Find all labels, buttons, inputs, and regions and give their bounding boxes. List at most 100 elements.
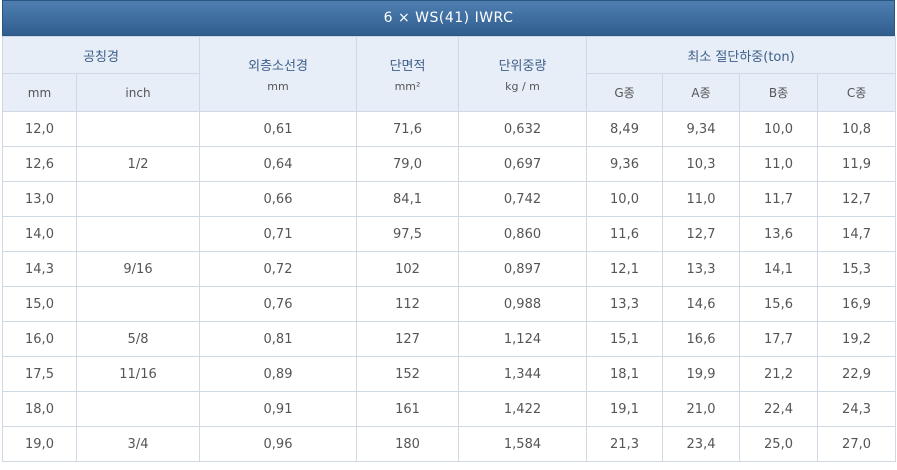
mm-cell: 14,0 (2, 216, 77, 252)
outer-wire-dia-label: 외층소선경 (248, 59, 308, 74)
grade-b-cell: 14,1 (739, 251, 819, 287)
grade-b-cell: 22,4 (739, 391, 819, 427)
grade-c-cell: 12,7 (817, 181, 897, 217)
weight-cell: 0,632 (458, 111, 588, 147)
grade-b-cell: 21,2 (739, 356, 819, 392)
table-row: 15,0 0,76 112 0,988 13,3 14,6 15,6 16,9 (2, 286, 897, 322)
mm-cell: 14,3 (2, 251, 77, 287)
grade-a-cell: 9,34 (662, 111, 741, 147)
mm-cell: 15,0 (2, 286, 77, 322)
grade-g-cell: 19,1 (586, 391, 664, 427)
area-unit: mm² (394, 80, 421, 93)
grade-c-cell: 22,9 (817, 356, 897, 392)
mm-cell: 12,0 (2, 111, 77, 147)
area-cell: 152 (356, 356, 460, 392)
outer-wire-dia-unit: mm (267, 80, 289, 93)
weight-cell: 1,124 (458, 321, 588, 357)
inch-cell: 11/16 (75, 356, 201, 392)
grade-a-header: A종 (662, 73, 741, 112)
table-row: 13,0 0,66 84,1 0,742 10,0 11,0 11,7 12,7 (2, 181, 897, 217)
grade-c-cell: 16,9 (817, 286, 897, 322)
grade-a-cell: 21,0 (662, 391, 741, 427)
grade-g-cell: 12,1 (586, 251, 664, 287)
weight-cell: 0,697 (458, 146, 588, 182)
inch-cell (75, 391, 201, 427)
weight-cell: 0,897 (458, 251, 588, 287)
inch-cell (75, 286, 201, 322)
weight-cell: 1,344 (458, 356, 588, 392)
weight-cell: 0,988 (458, 286, 588, 322)
grade-c-cell: 10,8 (817, 111, 897, 147)
grade-c-cell: 11,9 (817, 146, 897, 182)
table-row: 19,0 3/4 0,96 180 1,584 21,3 23,4 25,0 2… (2, 426, 897, 462)
wire-cell: 0,81 (199, 321, 358, 357)
unit-weight-label: 단위중량 (498, 59, 547, 74)
grade-a-cell: 23,4 (662, 426, 741, 462)
area-cell: 102 (356, 251, 460, 287)
table-row: 14,0 0,71 97,5 0,860 11,6 12,7 13,6 14,7 (2, 216, 897, 252)
min-break-load-header: 최소 절단하중(ton) (586, 36, 897, 74)
area-cell: 112 (356, 286, 460, 322)
grade-g-cell: 8,49 (586, 111, 664, 147)
table-row: 14,3 9/16 0,72 102 0,897 12,1 13,3 14,1 … (2, 251, 897, 287)
inch-cell: 9/16 (75, 251, 201, 287)
mm-cell: 17,5 (2, 356, 77, 392)
area-cell: 84,1 (356, 181, 460, 217)
wire-cell: 0,66 (199, 181, 358, 217)
grade-g-header: G종 (586, 73, 664, 112)
inch-cell: 3/4 (75, 426, 201, 462)
grade-g-cell: 21,3 (586, 426, 664, 462)
mm-cell: 12,6 (2, 146, 77, 182)
grade-a-cell: 12,7 (662, 216, 741, 252)
table-row: 18,0 0,91 161 1,422 19,1 21,0 22,4 24,3 (2, 391, 897, 427)
grade-g-cell: 18,1 (586, 356, 664, 392)
grade-g-cell: 9,36 (586, 146, 664, 182)
grade-b-cell: 13,6 (739, 216, 819, 252)
table-body: 12,0 0,61 71,6 0,632 8,49 9,34 10,0 10,8… (2, 111, 897, 462)
area-cell: 97,5 (356, 216, 460, 252)
grade-c-header: C종 (817, 73, 897, 112)
grade-a-cell: 13,3 (662, 251, 741, 287)
grade-c-cell: 27,0 (817, 426, 897, 462)
area-label: 단면적 (389, 59, 426, 74)
wire-cell: 0,91 (199, 391, 358, 427)
grade-a-cell: 16,6 (662, 321, 741, 357)
grade-b-cell: 10,0 (739, 111, 819, 147)
spec-table: 공칭경 외층소선경 mm 단면적 mm² 단위중량 kg / m 최소 절단하중… (1, 36, 897, 462)
grade-a-cell: 14,6 (662, 286, 741, 322)
grade-g-cell: 10,0 (586, 181, 664, 217)
wire-cell: 0,76 (199, 286, 358, 322)
grade-c-cell: 24,3 (817, 391, 897, 427)
grade-a-cell: 11,0 (662, 181, 741, 217)
wire-cell: 0,72 (199, 251, 358, 287)
grade-a-cell: 10,3 (662, 146, 741, 182)
weight-cell: 1,422 (458, 391, 588, 427)
area-cell: 180 (356, 426, 460, 462)
grade-a-cell: 19,9 (662, 356, 741, 392)
area-cell: 71,6 (356, 111, 460, 147)
mm-cell: 13,0 (2, 181, 77, 217)
wire-cell: 0,64 (199, 146, 358, 182)
outer-wire-dia-header: 외층소선경 mm (199, 36, 358, 112)
grade-b-cell: 15,6 (739, 286, 819, 322)
grade-b-cell: 11,7 (739, 181, 819, 217)
wire-cell: 0,61 (199, 111, 358, 147)
grade-c-cell: 15,3 (817, 251, 897, 287)
table-row: 17,5 11/16 0,89 152 1,344 18,1 19,9 21,2… (2, 356, 897, 392)
wire-cell: 0,89 (199, 356, 358, 392)
unit-weight-unit: kg / m (505, 80, 540, 93)
inch-cell (75, 111, 201, 147)
inch-cell (75, 181, 201, 217)
grade-g-cell: 11,6 (586, 216, 664, 252)
area-cell: 79,0 (356, 146, 460, 182)
area-cell: 127 (356, 321, 460, 357)
weight-cell: 0,742 (458, 181, 588, 217)
area-header: 단면적 mm² (356, 36, 460, 112)
grade-g-cell: 15,1 (586, 321, 664, 357)
area-cell: 161 (356, 391, 460, 427)
grade-g-cell: 13,3 (586, 286, 664, 322)
table-title: 6 × WS(41) IWRC (2, 0, 895, 36)
weight-cell: 0,860 (458, 216, 588, 252)
mm-header: mm (2, 73, 77, 112)
mm-cell: 16,0 (2, 321, 77, 357)
